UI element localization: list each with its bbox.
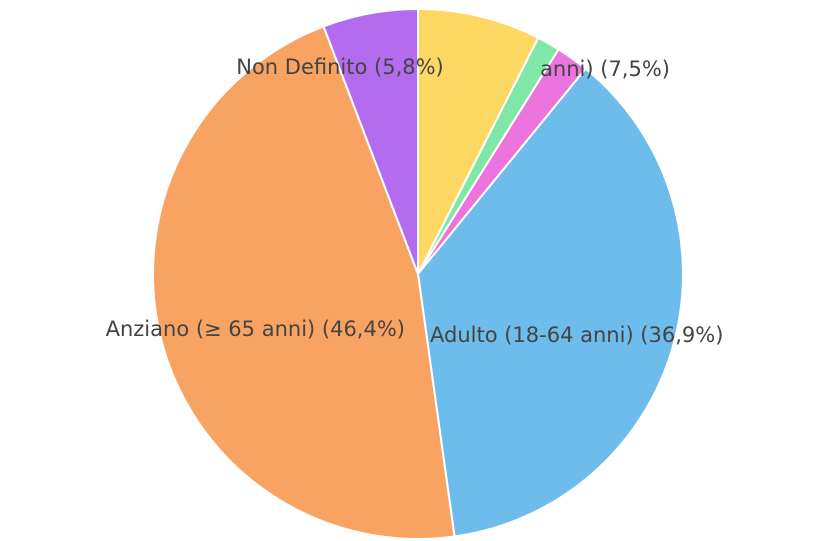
slice-label: Adulto (18-64 anni) (36,9%) xyxy=(430,323,723,347)
pie-slice xyxy=(417,7,540,275)
slice-label: anni) (7,5%) xyxy=(540,57,670,81)
slice-label: Non Definito (5,8%) xyxy=(236,55,444,79)
pie-slice xyxy=(322,7,419,275)
slice-label: Anziano (≥ 65 anni) (46,4%) xyxy=(106,317,405,341)
pie-slice xyxy=(152,25,456,540)
pie-slice xyxy=(416,67,684,538)
